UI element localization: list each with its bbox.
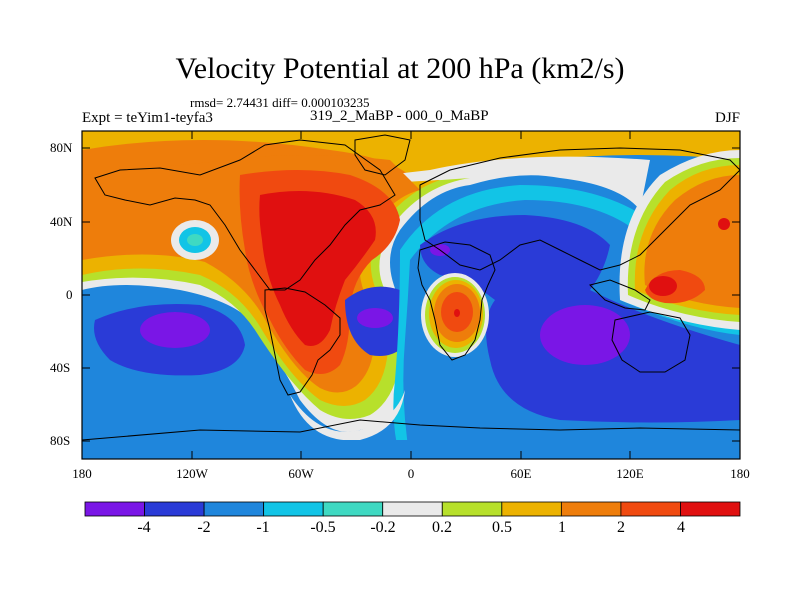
colorbar-swatch bbox=[144, 501, 205, 517]
lat-label-80s: 80S bbox=[50, 433, 70, 448]
coast-north-america bbox=[94, 139, 396, 291]
field-east-purple bbox=[540, 305, 630, 365]
colorbar-label-6: 0.5 bbox=[492, 519, 512, 536]
coastlines bbox=[82, 134, 740, 441]
colorbar-label-4: -0.2 bbox=[370, 519, 395, 536]
lon-label-0: 0 bbox=[408, 466, 415, 481]
field-satl-purple bbox=[357, 308, 393, 328]
colorbar-swatch bbox=[203, 501, 265, 517]
field-sw-purple bbox=[140, 312, 210, 348]
colorbar-labels: -4 -2 -1 -0.5 -0.2 0.2 0.5 1 2 4 bbox=[137, 519, 685, 536]
colorbar-swatch bbox=[441, 501, 503, 517]
colorbar-swatch bbox=[620, 501, 681, 517]
colorbar-swatch bbox=[560, 501, 622, 517]
lon-label-180e: 180 bbox=[730, 466, 750, 481]
field-africa-red bbox=[454, 309, 460, 317]
coast-australia bbox=[611, 311, 691, 373]
lon-label-60e: 60E bbox=[511, 466, 532, 481]
coast-indonesia bbox=[589, 279, 651, 311]
lon-label-180w: 180 bbox=[72, 466, 92, 481]
field-layer bbox=[82, 131, 740, 459]
field-south-band bbox=[82, 440, 740, 459]
lat-label-40s: 40S bbox=[50, 360, 70, 375]
colorbar-label-2: -1 bbox=[256, 519, 269, 536]
colorbar-label-5: 0.2 bbox=[432, 519, 452, 536]
colorbar-label-8: 2 bbox=[617, 519, 625, 536]
colorbar-swatch bbox=[84, 501, 145, 517]
field-west-red bbox=[259, 191, 376, 346]
field-wp-red-small bbox=[718, 218, 730, 230]
colorbar-label-9: 4 bbox=[677, 519, 685, 536]
coast-eurasia bbox=[419, 147, 740, 271]
lon-label-120w: 120W bbox=[176, 466, 209, 481]
lat-label-80n: 80N bbox=[50, 140, 73, 155]
map-title: Velocity Potential at 200 hPa (km2/s) bbox=[175, 52, 625, 85]
field-wp-red bbox=[649, 276, 677, 296]
coast-greenland bbox=[354, 134, 411, 176]
colorbar-label-0: -4 bbox=[137, 519, 150, 536]
colorbar-label-3: -0.5 bbox=[310, 519, 335, 536]
experiment-label: Expt = teYim1-teyfa3 bbox=[82, 110, 213, 126]
colorbar-swatch bbox=[382, 501, 443, 517]
field-small-low-teal bbox=[187, 234, 203, 246]
lat-axis bbox=[82, 147, 740, 442]
season-label: DJF bbox=[714, 110, 740, 126]
colorbar-label-7: 1 bbox=[558, 519, 566, 536]
colorbar bbox=[84, 501, 741, 517]
colorbar-label-1: -2 bbox=[197, 519, 210, 536]
lat-label-0: 0 bbox=[66, 287, 73, 302]
colorbar-swatch bbox=[263, 501, 324, 517]
lat-label-40n: 40N bbox=[50, 214, 73, 229]
colorbar-swatch bbox=[322, 501, 384, 517]
lon-label-120e: 120E bbox=[616, 466, 644, 481]
lon-label-60w: 60W bbox=[288, 466, 314, 481]
coast-antarctica bbox=[82, 419, 740, 441]
lon-axis bbox=[81, 131, 741, 459]
coast-south-america bbox=[264, 287, 341, 396]
stats-label: rmsd= 2.74431 diff= 0.000103235 bbox=[190, 95, 370, 110]
colorbar-swatch bbox=[680, 501, 741, 517]
colorbar-swatch bbox=[501, 501, 562, 517]
coast-africa bbox=[417, 241, 496, 361]
comparison-label: 319_2_MaBP - 000_0_MaBP bbox=[310, 108, 489, 124]
